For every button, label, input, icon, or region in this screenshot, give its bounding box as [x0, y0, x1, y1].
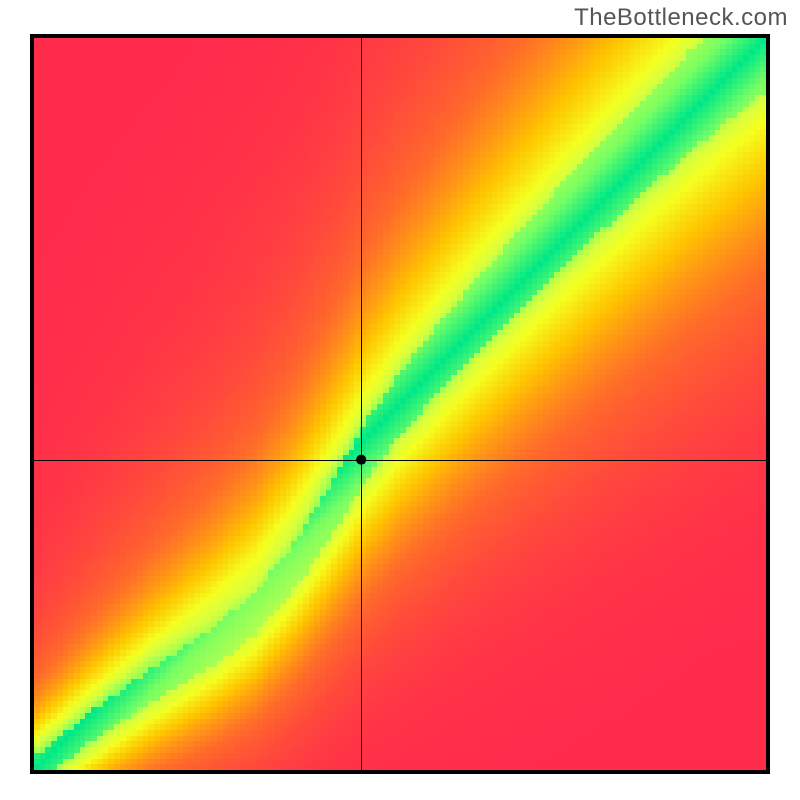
plot-frame — [30, 34, 770, 774]
chart-container: TheBottleneck.com — [0, 0, 800, 800]
bottleneck-heatmap — [34, 38, 766, 770]
attribution-text: TheBottleneck.com — [574, 4, 788, 32]
